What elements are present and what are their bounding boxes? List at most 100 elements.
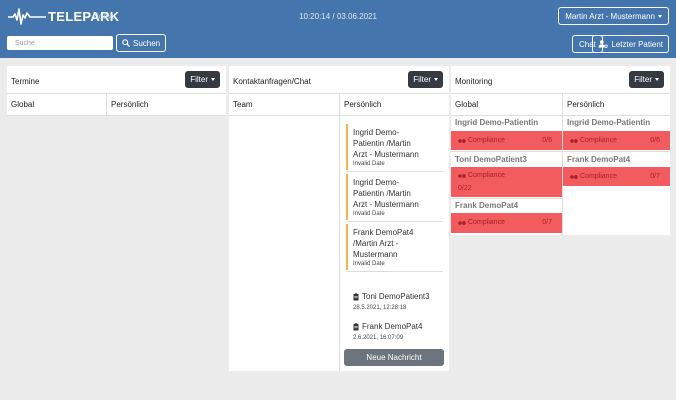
compliance-alert[interactable]: Compliance 0/22: [451, 167, 562, 197]
message-date: 2.6.2021, 16:07:09: [353, 335, 404, 341]
compliance-value: 0/6: [650, 137, 660, 144]
kontakt-col-team: Team: [229, 94, 339, 116]
termine-filter-button[interactable]: Filter: [185, 71, 220, 88]
message-item[interactable]: Toni DemoPatient3 28.5.2021, 12:28:18: [353, 292, 443, 311]
filter-label: Filter: [634, 75, 652, 84]
pills-icon: [458, 221, 466, 225]
monitoring-patient-name[interactable]: Ingrid Demo-Patientin: [567, 118, 651, 127]
chat-item[interactable]: Frank DemoPat4 /Martin Arzt - Mustermann…: [346, 224, 442, 270]
monitoring-patient-name[interactable]: Ingrid Demo-Patientin: [455, 118, 539, 127]
home-link[interactable]: Home: [93, 12, 115, 21]
compliance-label-wrap: Compliance: [458, 131, 505, 150]
caret-down-icon: [211, 78, 215, 81]
compliance-alert[interactable]: Compliance 0/6: [563, 131, 670, 150]
compliance-alert[interactable]: Compliance 0/7: [451, 213, 562, 233]
top-navbar: TELEPARK Home 10:20:14 / 03.06.2021 Mart…: [0, 0, 676, 58]
chat-item-date: Invalid Date: [353, 211, 385, 217]
compliance-value: 0/7: [650, 173, 660, 180]
message-item-name: Toni DemoPatient3: [353, 292, 443, 301]
message-date: 28.5.2021, 12:28:18: [353, 305, 407, 311]
heartbeat-logo-icon: [8, 8, 46, 25]
monitoring-patient-name[interactable]: Frank DemoPat4: [455, 201, 519, 210]
compliance-alert[interactable]: Compliance 0/6: [451, 131, 562, 150]
current-datetime: 10:20:14 / 03.06.2021: [299, 12, 377, 21]
filter-label: Filter: [413, 75, 431, 84]
kontakt-header: Kontaktanfragen/Chat Filter: [229, 66, 449, 94]
compliance-label-wrap: Compliance: [570, 131, 617, 150]
column-divider: [562, 116, 563, 235]
pills-icon: [570, 138, 578, 143]
user-menu-label: Martin Arzt - Mustermann: [565, 11, 655, 21]
monitoring-patient-name[interactable]: Frank DemoPat4: [567, 155, 631, 164]
monitoring-panel: Monitoring Filter Global Persönlich: [451, 66, 670, 235]
clipboard-icon: [353, 322, 359, 330]
divider: [346, 171, 443, 172]
monitoring-header: Monitoring Filter: [451, 66, 670, 94]
monitoring-patient-name[interactable]: Toni DemoPatient3: [455, 155, 527, 164]
kontakt-filter-button[interactable]: Filter: [408, 71, 443, 88]
message-sender: Frank DemoPat4: [362, 322, 423, 331]
compliance-label: Compliance: [580, 137, 617, 144]
compliance-value: 0/22: [458, 184, 472, 192]
compliance-label-wrap: Compliance: [458, 170, 505, 181]
chat-item[interactable]: Ingrid Demo- Patientin /Martin Arzt - Mu…: [346, 124, 442, 170]
search-input[interactable]: [7, 36, 113, 50]
chat-item-line2: /Martin Arzt -: [353, 239, 399, 248]
chat-item-line2: Patientin /Martin: [353, 139, 411, 148]
clipboard-icon: [353, 292, 359, 300]
chat-item[interactable]: Ingrid Demo- Patientin /Martin Arzt - Mu…: [346, 174, 442, 220]
caret-down-icon: [658, 14, 662, 18]
pills-icon: [458, 138, 466, 143]
kontakt-col-personal: Persönlich: [339, 94, 449, 116]
termine-panel: Termine Filter Global Persönlich: [7, 66, 226, 116]
chat-item-line1: Frank DemoPat4: [353, 228, 414, 237]
chat-button[interactable]: Chat: [572, 35, 603, 53]
compliance-label: Compliance: [468, 219, 505, 226]
pills-icon: [570, 174, 578, 179]
search-button[interactable]: Suchen: [116, 34, 167, 52]
termine-col-global: Global: [7, 94, 106, 116]
compliance-value: 0/6: [542, 137, 552, 144]
search-button-label: Suchen: [133, 38, 161, 48]
compliance-label-wrap: Compliance: [458, 213, 505, 233]
column-divider: [339, 116, 340, 371]
user-menu-button[interactable]: Martin Arzt - Mustermann: [558, 7, 669, 25]
search-icon: [122, 39, 130, 47]
user-cog-icon: [598, 40, 609, 48]
chat-item-line3: Mustermann: [353, 250, 398, 259]
app-logo[interactable]: TELEPARK: [8, 6, 120, 26]
compliance-label: Compliance: [468, 172, 505, 179]
filter-label: Filter: [190, 75, 208, 84]
compliance-alert[interactable]: Compliance 0/7: [563, 167, 670, 186]
message-sender: Toni DemoPatient3: [362, 292, 430, 301]
chat-item-line1: Ingrid Demo-: [353, 178, 400, 187]
chat-item-line3: Arzt - Mustermann: [353, 150, 419, 159]
monitoring-filter-button[interactable]: Filter: [629, 71, 664, 88]
chat-item-line3: Arzt - Mustermann: [353, 200, 419, 209]
termine-col-personal: Persönlich: [106, 94, 226, 116]
termine-header: Termine Filter: [7, 66, 226, 94]
message-item-name: Frank DemoPat4: [353, 322, 443, 331]
divider: [346, 221, 443, 222]
message-item[interactable]: Frank DemoPat4 2.6.2021, 16:07:09: [353, 322, 443, 341]
monitoring-title: Monitoring: [455, 77, 493, 86]
last-patient-button[interactable]: Letzter Patient: [592, 35, 669, 53]
chat-item-line1: Ingrid Demo-: [353, 128, 400, 137]
compliance-label-wrap: Compliance: [570, 167, 617, 186]
monitoring-col-personal: Persönlich: [562, 94, 670, 116]
caret-down-icon: [655, 78, 659, 81]
new-message-button[interactable]: Neue Nachricht: [344, 349, 444, 366]
kontakt-title: Kontaktanfragen/Chat: [233, 77, 311, 86]
monitoring-col-global: Global: [451, 94, 562, 116]
logo-text: TELEPARK: [48, 8, 120, 24]
chat-item-date: Invalid Date: [353, 161, 385, 167]
compliance-label: Compliance: [580, 173, 617, 180]
chat-item-date: Invalid Date: [353, 261, 385, 267]
divider: [563, 151, 670, 152]
compliance-value: 0/7: [542, 219, 552, 226]
divider: [346, 271, 443, 272]
last-patient-label: Letzter Patient: [611, 39, 663, 49]
divider: [451, 198, 562, 199]
termine-title: Termine: [11, 77, 40, 86]
caret-down-icon: [434, 78, 438, 81]
